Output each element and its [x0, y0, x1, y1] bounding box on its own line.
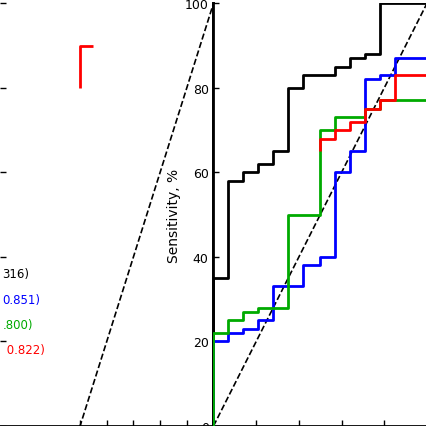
Text: 0.822): 0.822) [3, 344, 44, 357]
Y-axis label: Sensitivity, %: Sensitivity, % [166, 168, 180, 262]
Text: 0.851): 0.851) [3, 293, 40, 306]
Text: 316): 316) [3, 268, 29, 281]
Text: .800): .800) [3, 318, 33, 331]
